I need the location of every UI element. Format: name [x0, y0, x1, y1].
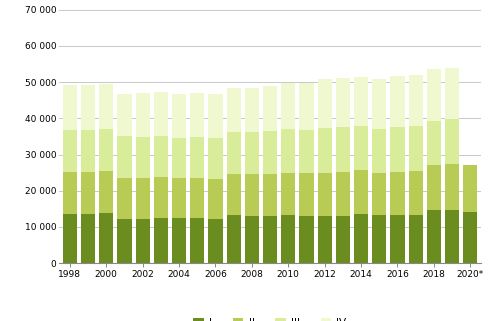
- Bar: [336, 78, 350, 127]
- Bar: [154, 136, 168, 177]
- Bar: [81, 214, 95, 263]
- Bar: [136, 137, 150, 178]
- Bar: [263, 131, 277, 174]
- Bar: [427, 121, 441, 165]
- Bar: [190, 218, 204, 263]
- Bar: [281, 129, 296, 173]
- Bar: [154, 92, 168, 136]
- Bar: [208, 219, 222, 263]
- Bar: [390, 171, 405, 215]
- Bar: [226, 133, 241, 174]
- Bar: [81, 130, 95, 172]
- Bar: [208, 179, 222, 219]
- Bar: [318, 79, 332, 128]
- Bar: [445, 164, 459, 210]
- Bar: [172, 178, 186, 218]
- Bar: [445, 119, 459, 164]
- Bar: [190, 137, 204, 178]
- Bar: [154, 218, 168, 263]
- Bar: [263, 216, 277, 263]
- Bar: [245, 175, 259, 216]
- Bar: [226, 174, 241, 215]
- Bar: [63, 85, 77, 130]
- Bar: [136, 93, 150, 137]
- Bar: [117, 219, 132, 263]
- Bar: [372, 173, 386, 215]
- Bar: [226, 88, 241, 133]
- Bar: [117, 136, 132, 178]
- Bar: [409, 171, 423, 215]
- Bar: [172, 218, 186, 263]
- Bar: [300, 83, 314, 130]
- Bar: [409, 215, 423, 263]
- Bar: [226, 215, 241, 263]
- Bar: [354, 170, 368, 213]
- Bar: [63, 214, 77, 263]
- Bar: [99, 84, 113, 129]
- Bar: [318, 216, 332, 263]
- Bar: [354, 126, 368, 170]
- Bar: [136, 219, 150, 263]
- Bar: [354, 213, 368, 263]
- Bar: [463, 165, 477, 212]
- Bar: [318, 173, 332, 216]
- Bar: [263, 86, 277, 131]
- Bar: [99, 171, 113, 213]
- Bar: [281, 173, 296, 215]
- Bar: [245, 88, 259, 133]
- Bar: [99, 213, 113, 263]
- Bar: [336, 127, 350, 171]
- Bar: [81, 172, 95, 214]
- Bar: [208, 94, 222, 138]
- Bar: [263, 174, 277, 216]
- Bar: [190, 93, 204, 137]
- Bar: [63, 130, 77, 172]
- Bar: [300, 173, 314, 216]
- Bar: [409, 75, 423, 126]
- Bar: [463, 212, 477, 263]
- Bar: [445, 68, 459, 119]
- Legend: I, II, III, IV: I, II, III, IV: [190, 314, 351, 321]
- Bar: [99, 129, 113, 171]
- Bar: [372, 129, 386, 173]
- Bar: [336, 216, 350, 263]
- Bar: [136, 178, 150, 219]
- Bar: [117, 94, 132, 136]
- Bar: [281, 83, 296, 129]
- Bar: [245, 133, 259, 175]
- Bar: [427, 69, 441, 121]
- Bar: [354, 77, 368, 126]
- Bar: [300, 216, 314, 263]
- Bar: [372, 215, 386, 263]
- Bar: [172, 137, 186, 178]
- Bar: [81, 85, 95, 130]
- Bar: [208, 138, 222, 179]
- Bar: [154, 177, 168, 218]
- Bar: [390, 215, 405, 263]
- Bar: [427, 210, 441, 263]
- Bar: [390, 76, 405, 127]
- Bar: [390, 127, 405, 171]
- Bar: [372, 79, 386, 129]
- Bar: [336, 171, 350, 216]
- Bar: [63, 172, 77, 214]
- Bar: [117, 178, 132, 219]
- Bar: [445, 210, 459, 263]
- Bar: [318, 128, 332, 173]
- Bar: [409, 126, 423, 171]
- Bar: [245, 216, 259, 263]
- Bar: [190, 178, 204, 218]
- Bar: [427, 165, 441, 210]
- Bar: [300, 130, 314, 173]
- Bar: [172, 94, 186, 137]
- Bar: [281, 215, 296, 263]
